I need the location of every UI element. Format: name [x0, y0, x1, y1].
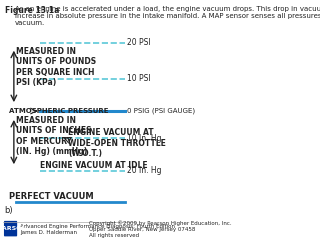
Text: 20 In. Hg: 20 In. Hg: [127, 166, 161, 175]
Text: Figure 13.1a: Figure 13.1a: [4, 6, 59, 15]
Text: MEASURED IN
UNITS OF INCHES
OF MERCURY
(IN. Hg) (mmHg): MEASURED IN UNITS OF INCHES OF MERCURY (…: [17, 116, 92, 156]
Text: 20 PSI: 20 PSI: [127, 38, 150, 48]
Text: ENGINE VACUUM AT
WIDE-OPEN THROTTLE
(W.O.T.): ENGINE VACUUM AT WIDE-OPEN THROTTLE (W.O…: [68, 128, 166, 158]
Text: MEASURED IN
UNITS OF POUNDS
PER SQUARE INCH
PSI (KPa): MEASURED IN UNITS OF POUNDS PER SQUARE I…: [17, 47, 97, 87]
Text: 10 PSI: 10 PSI: [127, 74, 150, 83]
Text: PERFECT VACUUM: PERFECT VACUUM: [9, 192, 93, 202]
Text: Copyright ©2009 by Pearson Higher Education, Inc.
Upper Saddle River, New Jersey: Copyright ©2009 by Pearson Higher Educat…: [89, 221, 232, 238]
Text: 0 PSIG (PSI GAUGE): 0 PSIG (PSI GAUGE): [127, 108, 195, 114]
Text: As an engine is accelerated under a load, the engine vacuum drops. This drop in : As an engine is accelerated under a load…: [14, 6, 320, 26]
Text: PEARSON: PEARSON: [0, 226, 28, 231]
Text: b): b): [4, 206, 13, 215]
Text: ENGINE VACUUM AT IDLE: ENGINE VACUUM AT IDLE: [40, 162, 148, 170]
Text: Advanced Engine Performance Diagnosis: Fourth Edition
James D. Halderman: Advanced Engine Performance Diagnosis: F…: [20, 224, 175, 235]
Text: 10 In. Hg: 10 In. Hg: [127, 134, 161, 143]
Text: ATMOSPHERIC PRESSURE: ATMOSPHERIC PRESSURE: [9, 108, 108, 114]
FancyBboxPatch shape: [4, 221, 17, 236]
